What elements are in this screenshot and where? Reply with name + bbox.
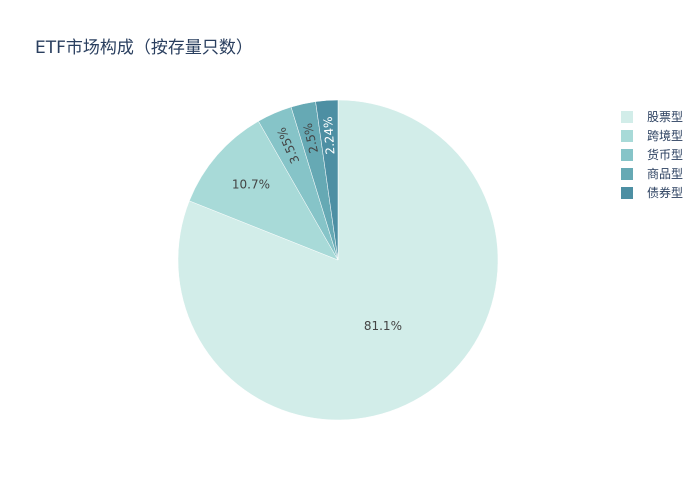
legend-label: 债券型	[647, 186, 684, 200]
legend-swatch	[621, 186, 633, 199]
chart-title: ETF市场构成（按存量只数）	[35, 38, 253, 58]
data-label-stock: 81.1%	[364, 319, 402, 333]
pie-slice-bond[interactable]	[315, 99, 339, 261]
legend-swatch	[621, 167, 633, 180]
legend-swatch	[621, 129, 633, 142]
legend-item-cross-border[interactable]: 跨境型	[621, 126, 683, 145]
legend-label: 跨境型	[647, 129, 684, 143]
legend-item-bond[interactable]: 债券型	[621, 183, 683, 202]
legend: 股票型跨境型货币型商品型债券型	[621, 107, 683, 202]
legend-item-stock[interactable]: 股票型	[621, 107, 683, 126]
legend-label: 股票型	[647, 110, 684, 124]
data-label-commodity: 2.5%	[301, 122, 321, 155]
legend-label: 商品型	[647, 167, 684, 181]
legend-swatch	[621, 110, 633, 123]
legend-swatch	[621, 148, 633, 161]
pie-slice-cross-border[interactable]	[189, 120, 339, 261]
legend-item-commodity[interactable]: 商品型	[621, 164, 683, 183]
legend-item-money[interactable]: 货币型	[621, 145, 683, 164]
data-label-bond: 2.24%	[321, 116, 338, 155]
data-label-cross-border: 10.7%	[232, 178, 270, 192]
legend-label: 货币型	[647, 148, 684, 162]
